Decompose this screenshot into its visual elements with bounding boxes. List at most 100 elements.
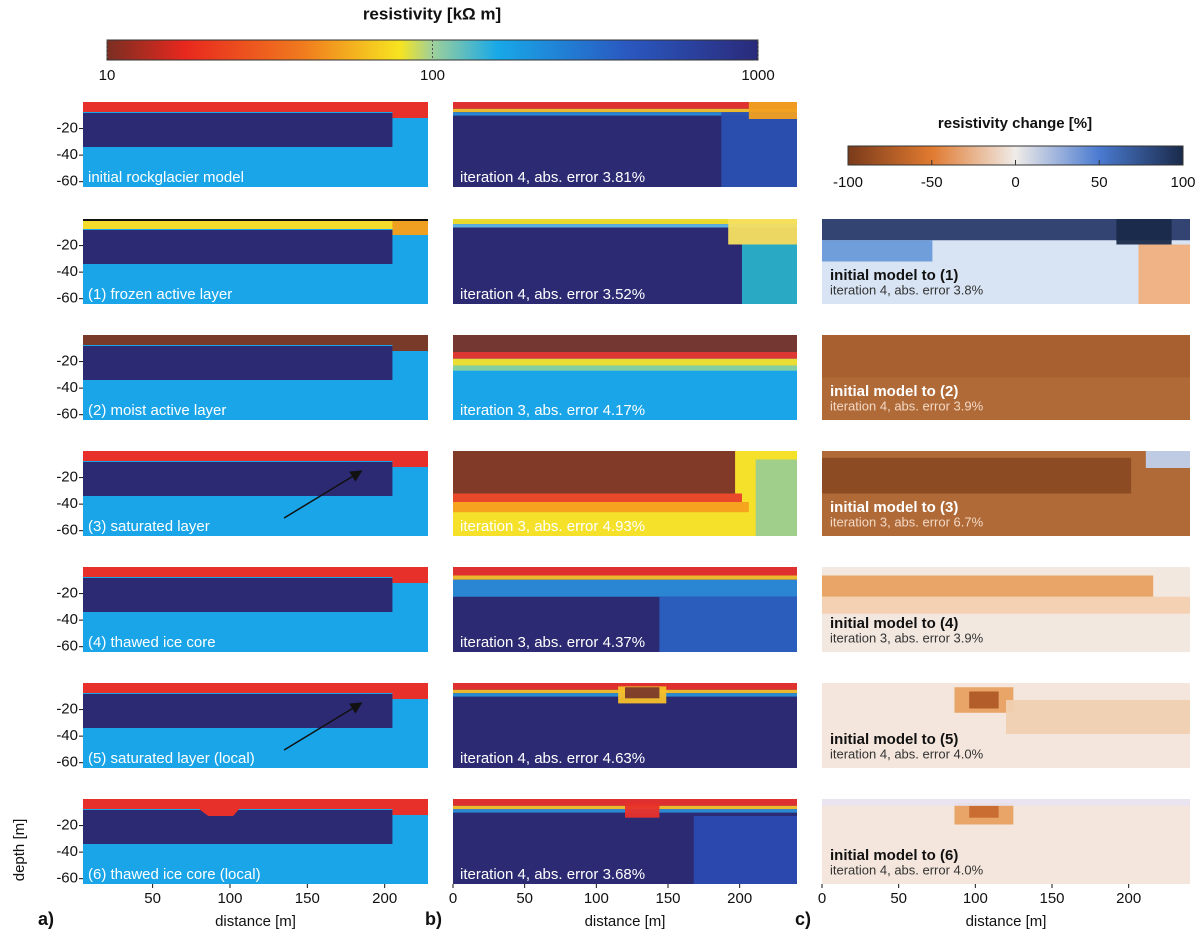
change-subtitle: iteration 4, abs. error 3.8% — [830, 282, 984, 297]
ice-core — [83, 578, 392, 612]
top-layer — [392, 219, 428, 235]
y-tick-label: -20 — [56, 817, 78, 834]
change-subtitle: iteration 4, abs. error 4.0% — [830, 862, 984, 877]
layer — [756, 460, 797, 537]
y-tick-label: -60 — [56, 638, 78, 655]
top-layer — [83, 799, 428, 809]
top-layer — [83, 683, 428, 693]
top-layer — [392, 567, 428, 583]
x-tick-label: 200 — [1116, 890, 1141, 907]
x-tick-label: 200 — [372, 890, 397, 907]
ice-core — [83, 462, 392, 496]
layer — [822, 335, 1190, 378]
layer — [453, 494, 742, 503]
model-label: (4) thawed ice core — [88, 634, 216, 651]
ice-core — [83, 230, 392, 264]
x-axis-label: distance [m] — [585, 913, 666, 930]
layer — [453, 335, 797, 352]
layer — [453, 102, 797, 109]
layer — [453, 451, 735, 494]
top-layer — [83, 335, 428, 345]
layer — [453, 567, 797, 576]
top-layer — [83, 567, 428, 577]
layer — [742, 245, 797, 305]
inversion-label: iteration 4, abs. error 4.63% — [460, 750, 645, 767]
layer — [822, 458, 1131, 494]
x-tick-label: 50 — [516, 890, 533, 907]
panel-letter: b) — [425, 909, 442, 929]
layer — [969, 806, 998, 818]
layer — [453, 359, 797, 366]
ice-core — [83, 113, 392, 147]
layer — [1116, 219, 1171, 245]
figure: resistivity [kΩ m] resistivity change [%… — [0, 0, 1203, 945]
y-tick-label: -20 — [56, 120, 78, 137]
colorbar-tick-label: 10 — [99, 67, 116, 84]
top-layer — [83, 451, 428, 461]
x-tick-label: 0 — [818, 890, 826, 907]
change-subtitle: iteration 3, abs. error 3.9% — [830, 630, 984, 645]
x-tick-label: 100 — [963, 890, 988, 907]
x-axis-label: distance [m] — [215, 913, 296, 930]
y-tick-label: -40 — [56, 611, 78, 628]
layer — [453, 580, 797, 597]
panel-letter: a) — [38, 909, 54, 929]
layer — [625, 803, 659, 817]
y-tick-label: -60 — [56, 754, 78, 771]
y-tick-label: -20 — [56, 353, 78, 370]
y-tick-label: -40 — [56, 379, 78, 396]
ice-core — [83, 346, 392, 380]
layer — [453, 576, 797, 580]
layer — [728, 219, 797, 245]
layer — [721, 112, 797, 187]
layer — [1138, 245, 1190, 305]
y-tick-label: -40 — [56, 495, 78, 512]
x-axis-label: distance [m] — [966, 913, 1047, 930]
layer — [1146, 451, 1190, 468]
y-tick-label: -40 — [56, 263, 78, 280]
change-subtitle: iteration 4, abs. error 4.0% — [830, 746, 984, 761]
x-tick-label: 150 — [1039, 890, 1064, 907]
colorbar-title: resistivity change [%] — [938, 115, 1092, 132]
layer — [453, 502, 749, 512]
y-tick-label: -40 — [56, 146, 78, 163]
change-title: initial model to (5) — [830, 731, 958, 748]
colorbar-tick-label: 1000 — [741, 67, 774, 84]
inversion-label: iteration 4, abs. error 3.52% — [460, 286, 645, 303]
layer — [625, 687, 659, 698]
colorbar-tick-label: 100 — [1170, 174, 1195, 191]
ice-core — [83, 810, 392, 844]
inversion-label: iteration 4, abs. error 3.68% — [460, 866, 645, 883]
x-tick-label: 200 — [727, 890, 752, 907]
layer — [969, 692, 998, 709]
y-tick-label: -20 — [56, 469, 78, 486]
change-subtitle: iteration 4, abs. error 3.9% — [830, 398, 984, 413]
y-tick-label: -60 — [56, 173, 78, 190]
y-tick-label: -60 — [56, 290, 78, 307]
colorbar-tick-label: -50 — [921, 174, 943, 191]
colorbar-tick-label: 100 — [420, 67, 445, 84]
layer — [822, 240, 932, 261]
x-tick-label: 0 — [449, 890, 457, 907]
y-tick-label: -60 — [56, 870, 78, 887]
top-layer — [392, 683, 428, 699]
model-label: (3) saturated layer — [88, 518, 210, 535]
y-tick-label: -60 — [56, 522, 78, 539]
x-tick-label: 100 — [217, 890, 242, 907]
layer — [822, 576, 1153, 597]
change-title: initial model to (1) — [830, 267, 958, 284]
top-layer — [392, 335, 428, 351]
y-tick-label: -20 — [56, 701, 78, 718]
x-tick-label: 100 — [584, 890, 609, 907]
x-tick-label: 150 — [655, 890, 680, 907]
layer — [694, 816, 797, 884]
y-tick-label: -20 — [56, 585, 78, 602]
colorbar-title: resistivity [kΩ m] — [363, 4, 501, 23]
inversion-label: iteration 3, abs. error 4.37% — [460, 634, 645, 651]
colorbar-tick-label: -100 — [833, 174, 863, 191]
layer — [822, 597, 1190, 614]
top-layer — [83, 102, 428, 112]
top-layer — [392, 451, 428, 467]
change-title: initial model to (3) — [830, 499, 958, 516]
layer — [453, 366, 797, 371]
